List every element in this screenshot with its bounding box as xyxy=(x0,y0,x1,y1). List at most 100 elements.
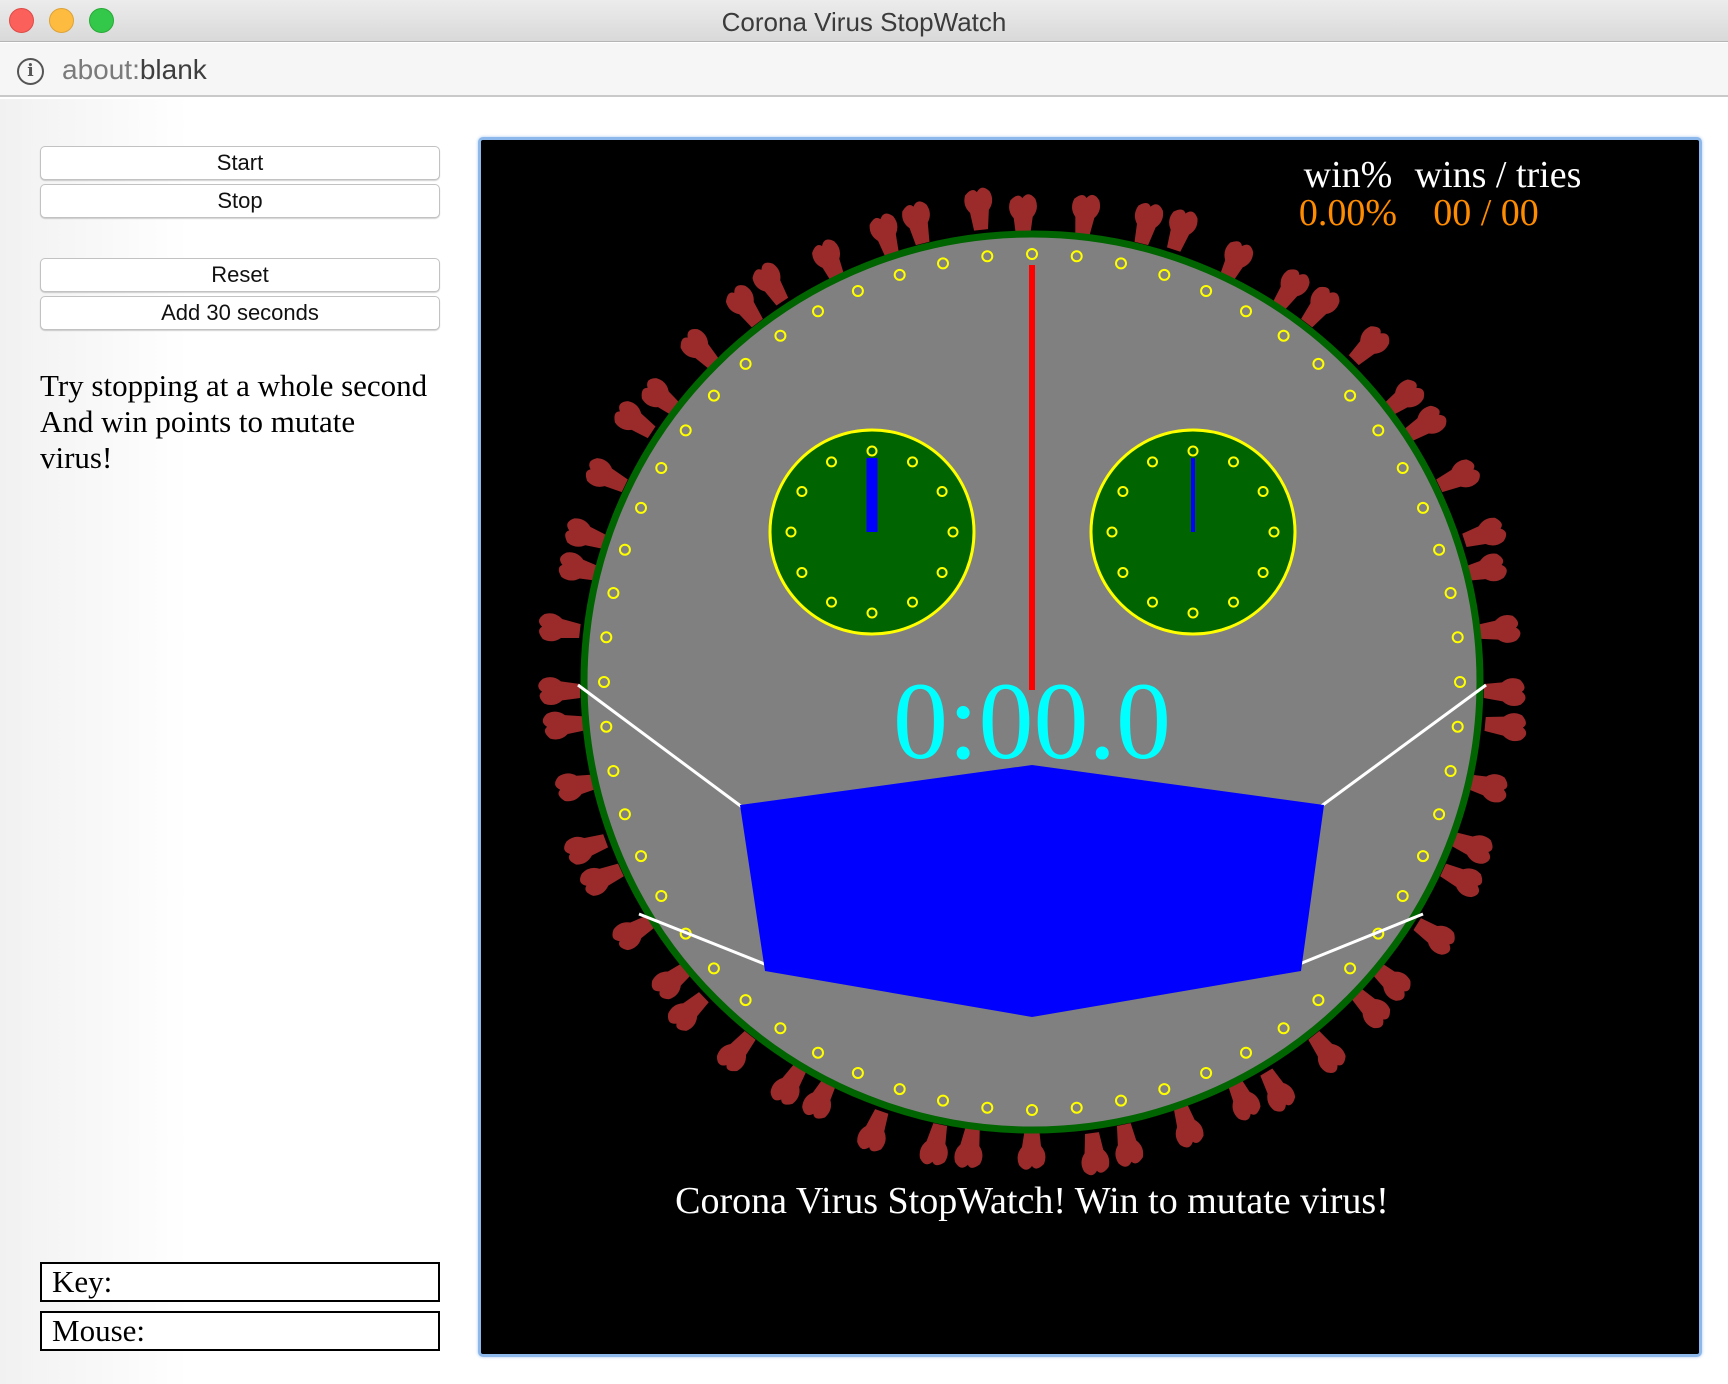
address-bar[interactable]: i about:blank xyxy=(0,43,1728,97)
eye-dial-hand xyxy=(1191,458,1195,532)
left-eye-dial xyxy=(768,428,976,636)
tick-dot xyxy=(1433,808,1446,821)
spike-shape xyxy=(1483,678,1526,707)
virus-spike xyxy=(1081,1132,1110,1176)
right-eye-dial xyxy=(1089,428,1297,636)
wins-tries-label: wins / tries xyxy=(1415,154,1582,196)
virus-spike xyxy=(1350,987,1391,1029)
spike-shape xyxy=(1463,553,1507,582)
start-button[interactable]: Start xyxy=(40,146,440,180)
key-readout: Key: xyxy=(40,1262,440,1302)
eye-dial-hand xyxy=(866,458,878,532)
stopwatch-drawing: 0:00.0 win% 0.00% wins / tries 00 / 00 C… xyxy=(486,145,1694,1350)
virus-spike xyxy=(1348,326,1390,366)
zoom-window-button[interactable] xyxy=(89,8,114,33)
virus-spike xyxy=(612,914,656,951)
tick-dot xyxy=(774,329,787,342)
virus-spike xyxy=(964,187,993,231)
tick-dot xyxy=(1240,1046,1252,1059)
tick-dot xyxy=(739,994,752,1007)
tick-dot xyxy=(618,808,631,821)
reset-button[interactable]: Reset xyxy=(40,258,440,292)
virus-spike xyxy=(651,961,694,1000)
spike-shape xyxy=(1350,987,1391,1029)
virus-spike xyxy=(614,401,656,439)
minimize-window-button[interactable] xyxy=(49,8,74,33)
tick-dot xyxy=(851,285,864,297)
eye-dial-tick xyxy=(785,526,797,538)
tick-dot xyxy=(1026,248,1038,260)
tick-dot xyxy=(1344,962,1357,975)
spike-shape xyxy=(954,1126,983,1168)
spike-shape xyxy=(1272,269,1310,311)
instructions-line-3: virus! xyxy=(40,440,113,475)
eye-dial-tick xyxy=(796,567,808,578)
spike-shape xyxy=(667,992,709,1031)
virus-spike xyxy=(1465,774,1508,803)
virus-spike xyxy=(1440,863,1483,898)
tick-dot xyxy=(1277,329,1290,342)
virus-spike xyxy=(580,863,624,896)
stop-button[interactable]: Stop xyxy=(40,184,440,218)
eye-dial-tick xyxy=(936,486,948,497)
footer-caption: Corona Virus StopWatch! Win to mutate vi… xyxy=(675,1180,1389,1222)
tick-dot xyxy=(851,1067,864,1079)
eye-dial-tick xyxy=(1117,486,1129,497)
mouse-label: Mouse: xyxy=(52,1313,145,1348)
spike-shape xyxy=(1462,517,1507,547)
spike-shape xyxy=(902,201,930,246)
tick-dot xyxy=(600,720,613,733)
eye-dial-tick xyxy=(1187,445,1199,457)
virus-spike xyxy=(919,1123,948,1166)
tick-dot xyxy=(1158,1083,1171,1096)
tick-dot xyxy=(707,389,720,402)
spike-shape xyxy=(770,1063,807,1105)
tick-dot xyxy=(1344,389,1357,402)
game-canvas[interactable]: 0:00.0 win% 0.00% wins / tries 00 / 00 C… xyxy=(478,137,1702,1357)
virus-spike xyxy=(1017,1128,1046,1170)
virus-spike xyxy=(752,262,789,306)
spike-shape xyxy=(680,328,720,370)
spike-shape xyxy=(1115,1123,1144,1167)
virus-spike xyxy=(1072,194,1101,237)
tick-dot xyxy=(1200,285,1213,297)
tick-dot xyxy=(1312,994,1325,1007)
virus-spike xyxy=(565,518,608,549)
title-bar: Corona Virus StopWatch xyxy=(0,0,1728,42)
tick-dot xyxy=(655,890,668,902)
spike-shape xyxy=(1017,1128,1046,1170)
tick-dot xyxy=(1026,1104,1038,1116)
eye-dial-tick xyxy=(1106,526,1118,538)
tick-dot xyxy=(618,543,631,556)
spike-shape xyxy=(1167,209,1198,252)
virus-spike xyxy=(641,378,683,417)
spike-shape xyxy=(641,378,683,417)
mask-strap-upper-left xyxy=(577,683,743,809)
win-percent-label: win% xyxy=(1304,154,1393,196)
tick-dot xyxy=(1115,1094,1127,1107)
eye-dial-tick xyxy=(1257,486,1269,497)
tick-dot xyxy=(1070,1101,1083,1114)
spike-shape xyxy=(1440,863,1483,898)
eye-dial-tick xyxy=(1228,456,1239,468)
eye-dial-tick xyxy=(826,596,837,608)
spike-shape xyxy=(716,1031,756,1072)
spike-shape xyxy=(555,773,599,802)
spike-shape xyxy=(919,1123,948,1166)
add-30-seconds-button[interactable]: Add 30 seconds xyxy=(40,296,440,330)
tick-dot xyxy=(1240,305,1252,318)
eye-dial-tick xyxy=(1268,526,1280,538)
virus-spike xyxy=(1009,194,1037,237)
virus-spike xyxy=(1272,269,1310,311)
close-window-button[interactable] xyxy=(9,8,34,33)
info-icon[interactable]: i xyxy=(17,58,44,85)
virus-spike xyxy=(869,213,899,258)
spike-shape xyxy=(564,834,609,865)
virus-spike xyxy=(1463,553,1507,582)
tick-dot xyxy=(607,765,620,777)
url-path: blank xyxy=(139,54,207,85)
url-text[interactable]: about:blank xyxy=(62,54,207,86)
face-mask xyxy=(577,683,1487,1017)
spike-shape xyxy=(651,961,694,1000)
eye-dial-tick xyxy=(1257,567,1269,578)
